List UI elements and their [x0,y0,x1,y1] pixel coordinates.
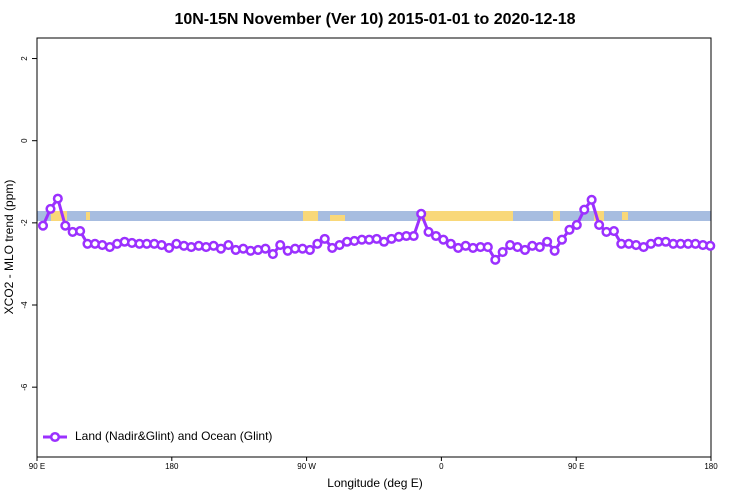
data-point [564,224,575,235]
data-point [37,220,49,231]
data-point [215,243,226,254]
data-point [438,234,449,245]
data-point [490,254,501,265]
chart-title: 10N-15N November (Ver 10) 2015-01-01 to … [174,11,575,28]
land-patch [553,211,560,221]
land-patch [51,211,67,221]
data-point [52,193,63,204]
land-patch [86,212,90,220]
y-tick-label: 0 [20,138,29,143]
x-tick-label: 90 E [29,462,45,471]
legend-label: Land (Nadir&Glint) and Ocean (Glint) [75,429,272,443]
x-tick-label: 0 [439,462,444,471]
y-tick-label: 2 [20,56,29,61]
data-point [416,208,427,219]
data-point [45,203,56,214]
y-tick-label: -6 [20,383,29,391]
x-tick-label: 180 [704,462,718,471]
y-axis-label: XCO2 - MLO trend (ppm) [2,180,16,315]
x-tick-label: 180 [165,462,179,471]
data-point [304,244,315,256]
data-point [430,230,442,242]
y-tick-label: -4 [20,301,29,309]
data-point [60,220,71,231]
data-point [260,243,271,254]
data-point [267,249,278,260]
land-patch [330,215,345,221]
land-patch [594,211,604,221]
data-point [223,239,234,251]
data-point [408,230,419,242]
y-tick-label: -2 [20,219,29,227]
legend-marker [49,431,61,443]
data-point [312,238,323,249]
data-point [705,240,716,251]
x-axis-label: Longitude (deg E) [327,476,422,490]
data-point [75,226,86,237]
map-strip [37,211,711,221]
land-patch [303,211,318,221]
data-point [423,226,434,237]
data-point [586,194,597,205]
data-point [319,233,330,244]
data-point [556,234,568,245]
data-point [571,219,582,230]
data-point [579,204,590,215]
x-tick-label: 90 E [568,462,584,471]
data-point [497,246,508,258]
data-point [445,238,456,249]
x-tick-label: 90 W [297,462,316,471]
land-patch [418,211,513,221]
data-point [534,242,545,253]
land-patch [622,212,628,220]
data-point [275,239,286,251]
ocean-band [37,211,711,221]
data-point [608,226,619,237]
data-point [482,242,493,253]
data-point [542,236,553,247]
data-point [594,219,605,230]
data-point [164,242,175,253]
data-point [549,245,560,256]
data-point [519,244,531,256]
